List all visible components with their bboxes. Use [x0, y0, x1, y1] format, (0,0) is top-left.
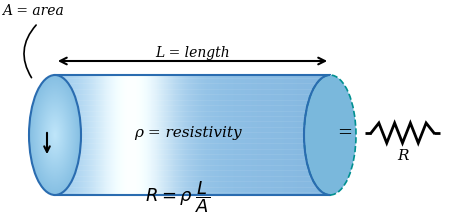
- Text: R: R: [397, 149, 408, 163]
- Text: L = length: L = length: [155, 46, 230, 60]
- Ellipse shape: [29, 75, 81, 195]
- Text: A = area: A = area: [2, 4, 64, 18]
- Ellipse shape: [304, 75, 356, 195]
- Text: =: =: [338, 124, 352, 142]
- Text: $R = \rho \; \dfrac{L}{A}$: $R = \rho \; \dfrac{L}{A}$: [145, 179, 210, 215]
- Text: ρ = resistivity: ρ = resistivity: [134, 126, 241, 140]
